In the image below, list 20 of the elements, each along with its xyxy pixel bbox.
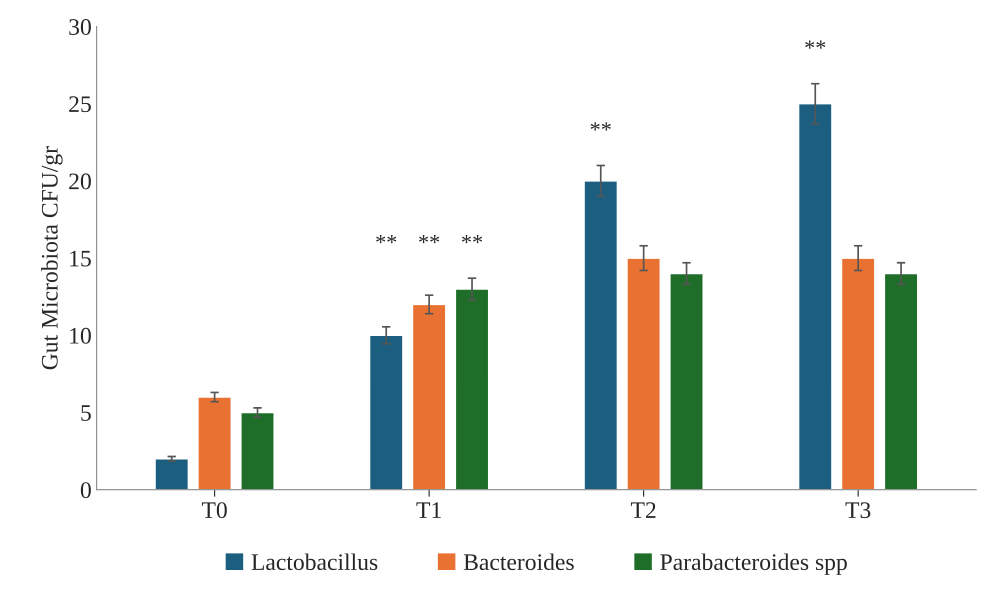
legend-label: Parabacteroides spp [660, 553, 847, 575]
annotation: ** [376, 235, 396, 244]
y-tick-label: 30 [69, 19, 91, 35]
x-tick-label: T1 [416, 502, 441, 518]
y-tick-label: 5 [81, 405, 91, 421]
legend-label: Bacteroides [464, 553, 574, 570]
y-tick-label: 20 [69, 173, 91, 190]
y-axis-title: Gut Microbiota CFU/gr [41, 146, 63, 370]
x-tick-label: T0 [202, 502, 227, 518]
annotation: ** [590, 122, 611, 130]
y-tick-label: 15 [70, 250, 91, 267]
x-tick-label: T3 [845, 502, 870, 518]
y-tick-label: 0 [80, 482, 91, 498]
annotation: ** [805, 40, 826, 49]
annotation: ** [419, 235, 440, 244]
annotation: ** [462, 235, 482, 244]
y-tick-label: 25 [69, 96, 91, 112]
y-tick-label: 10 [70, 328, 91, 344]
legend-label: Lactobacillus [252, 553, 378, 570]
x-tick-label: T2 [630, 502, 656, 518]
